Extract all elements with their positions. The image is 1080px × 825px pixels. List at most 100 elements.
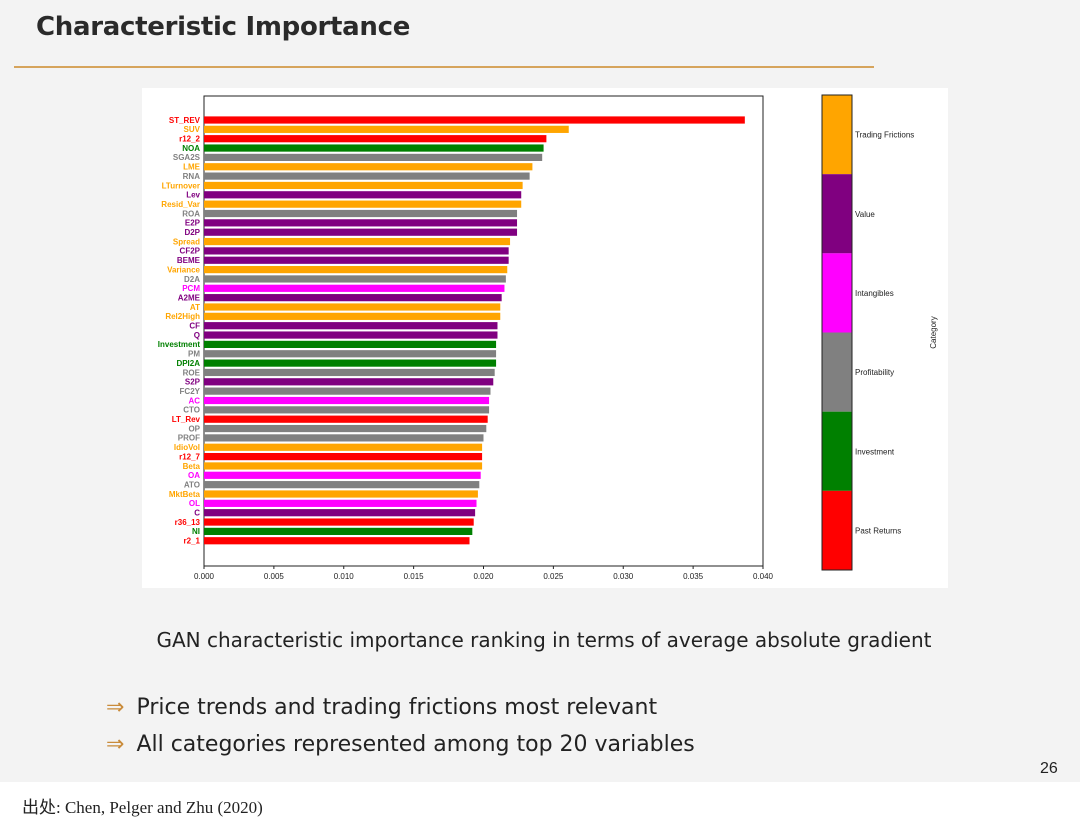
source-citation: 出处: Chen, Pelger and Zhu (2020) xyxy=(22,798,263,817)
bar-label: r12_2 xyxy=(179,135,200,144)
bar-resid-var xyxy=(204,200,522,208)
bar-label: ST_REV xyxy=(169,116,201,125)
bar-label: Variance xyxy=(167,265,200,274)
legend-frame xyxy=(821,94,853,571)
bar-ni xyxy=(204,527,473,535)
bar-c xyxy=(204,509,476,517)
legend-label: Profitability xyxy=(855,368,894,377)
legend-swatch xyxy=(822,490,852,570)
bar-label: MktBeta xyxy=(169,490,201,499)
bar-label: CTO xyxy=(183,406,200,415)
x-tick-label: 0.035 xyxy=(683,572,704,581)
bar-label: PCM xyxy=(182,284,200,293)
legend-label: Value xyxy=(855,210,875,219)
bar-oa xyxy=(204,471,481,479)
bar-spread xyxy=(204,237,511,246)
legend-swatch xyxy=(822,411,852,491)
bar-dpi2a xyxy=(204,359,497,367)
legend-label: Investment xyxy=(855,447,895,456)
bar-ol xyxy=(204,499,477,507)
bar-label: ATO xyxy=(184,480,200,489)
x-tick-label: 0.025 xyxy=(543,572,564,581)
bar-e2p xyxy=(204,219,518,227)
slide-title: Characteristic Importance xyxy=(36,12,411,42)
bar-idiovol xyxy=(204,443,483,451)
legend-label: Trading Frictions xyxy=(855,131,914,140)
bar-label: LTurnover xyxy=(162,181,200,190)
bar-label: DPI2A xyxy=(176,359,200,368)
bar-label: C xyxy=(194,509,200,518)
bar-label: SGA2S xyxy=(173,153,201,162)
bar-label: LT_Rev xyxy=(172,415,201,424)
bar-label: AC xyxy=(188,396,200,405)
bar-fc2y xyxy=(204,387,491,395)
bullet-item: ⇒ Price trends and trading frictions most… xyxy=(106,695,657,720)
bar-r12-2 xyxy=(204,135,547,143)
bar-lturnover xyxy=(204,181,523,190)
bar-label: NOA xyxy=(182,144,200,153)
bar-st-rev xyxy=(204,116,745,124)
bar-r12-7 xyxy=(204,453,483,461)
bar-variance xyxy=(204,266,508,274)
bar-op xyxy=(204,424,487,433)
bar-label: r2_1 xyxy=(184,537,201,546)
legend-swatch xyxy=(822,332,852,412)
bar-beme xyxy=(204,256,509,264)
bar-label: NI xyxy=(192,527,200,536)
implies-arrow-icon: ⇒ xyxy=(106,695,125,720)
bar-label: RNA xyxy=(183,172,201,181)
bar-label: CF xyxy=(189,322,200,331)
x-tick-label: 0.010 xyxy=(334,572,355,581)
bar-d2p xyxy=(204,228,518,236)
bar-cf xyxy=(204,322,498,330)
bar-rel2high xyxy=(204,312,501,320)
bar-investment xyxy=(204,340,497,348)
bar-label: E2P xyxy=(185,219,201,228)
bullet-text: Price trends and trading frictions most … xyxy=(136,695,658,720)
bar-label: Resid_Var xyxy=(161,200,200,209)
bar-lt-rev xyxy=(204,415,488,423)
bar-ac xyxy=(204,396,490,405)
x-tick-label: 0.020 xyxy=(473,572,494,581)
x-tick-label: 0.030 xyxy=(613,572,634,581)
bar-label: ROA xyxy=(182,209,200,218)
legend-swatch xyxy=(822,95,852,175)
bar-pm xyxy=(204,350,497,358)
importance-chart: ST_REV SUV r12_2 NOA SGA2S LME RNA LTurnover Lev… xyxy=(142,88,948,588)
bar-label: Rel2High xyxy=(165,312,200,321)
bar-ato xyxy=(204,481,480,489)
chart-canvas: ST_REVSUVr12_2NOASGA2SLMERNALTurnoverLev… xyxy=(158,94,938,581)
bar-pcm xyxy=(204,284,505,292)
bar-s2p xyxy=(204,378,494,386)
bar-rna xyxy=(204,172,530,180)
bar-beta xyxy=(204,462,483,470)
bar-noa xyxy=(204,144,544,152)
bar-label: PROF xyxy=(178,434,200,443)
bar-r36-13 xyxy=(204,518,474,526)
bar-label: Q xyxy=(194,331,200,340)
bar-label: SUV xyxy=(184,125,201,134)
bar-d2a xyxy=(204,275,506,283)
bar-mktbeta xyxy=(204,490,478,498)
bar-label: BEME xyxy=(177,256,201,265)
implies-arrow-icon: ⇒ xyxy=(106,732,125,757)
slide: Characteristic Importance ST_REV SUV r12_2… xyxy=(0,0,1080,782)
bar-label: IdioVol xyxy=(174,443,200,452)
bar-cto xyxy=(204,406,490,414)
bar-label: Beta xyxy=(183,462,201,471)
bar-roe xyxy=(204,368,495,377)
bar-lme xyxy=(204,163,533,171)
bar-suv xyxy=(204,125,569,133)
bar-lev xyxy=(204,191,522,199)
bar-label: AT xyxy=(190,303,200,312)
bullet-item: ⇒ All categories represented among top 20… xyxy=(106,732,695,757)
bar-label: A2ME xyxy=(178,293,201,302)
bar-at xyxy=(204,303,501,311)
bar-label: CF2P xyxy=(180,247,201,256)
x-tick-label: 0.040 xyxy=(753,572,774,581)
bar-label: FC2Y xyxy=(180,387,201,396)
bullet-text: All categories represented among top 20 … xyxy=(136,732,695,757)
bar-sga2s xyxy=(204,153,543,161)
bar-label: Lev xyxy=(186,191,200,200)
x-tick-label: 0.015 xyxy=(404,572,425,581)
